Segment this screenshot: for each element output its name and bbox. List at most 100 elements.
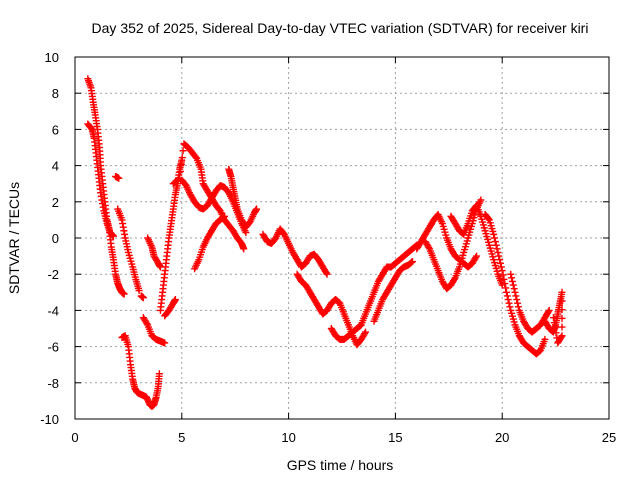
series-sat-u (447, 201, 506, 289)
series-sat-m (191, 212, 229, 273)
data-point (553, 334, 561, 342)
data-point (500, 275, 508, 283)
series-sat-o (259, 225, 331, 278)
data-point (552, 329, 560, 337)
series-sat-r (370, 258, 416, 325)
data-point (506, 303, 514, 311)
data-point (558, 323, 566, 331)
data-point (502, 288, 510, 296)
x-tick-label: 15 (388, 430, 402, 445)
series-sat-f (137, 292, 147, 302)
data-point (511, 288, 519, 296)
data-point (509, 281, 517, 289)
series-sat-c (112, 172, 123, 182)
data-point (503, 292, 511, 300)
data-point (496, 259, 504, 267)
series-sat-b (84, 120, 117, 240)
data-point (174, 175, 182, 183)
data-point (408, 258, 416, 266)
data-point (551, 324, 559, 332)
data-point (499, 271, 507, 279)
data-point (120, 290, 128, 298)
data-point (541, 335, 549, 343)
series-sat-p (293, 270, 369, 349)
data-point (143, 319, 151, 327)
data-point (361, 328, 369, 336)
data-point (501, 280, 509, 288)
y-tick-label: -4 (47, 303, 59, 318)
data-point (361, 330, 369, 338)
data-point (545, 306, 553, 314)
y-tick-label: -2 (47, 267, 59, 282)
x-axis-label: GPS time / hours (287, 457, 394, 473)
y-tick-label: 0 (52, 231, 59, 246)
data-point (472, 254, 480, 262)
data-point (155, 370, 163, 378)
series-sat-h (144, 234, 164, 271)
data-point (507, 270, 515, 278)
y-tick-label: 4 (52, 159, 59, 174)
y-tick-label: -6 (47, 340, 59, 355)
data-point (510, 285, 518, 293)
data-point (558, 314, 566, 322)
data-point (109, 232, 117, 240)
data-point (221, 212, 229, 220)
series-sat-q (327, 241, 421, 343)
data-point (504, 296, 512, 304)
series-sat-w (507, 270, 553, 336)
x-tick-label: 5 (178, 430, 185, 445)
data-point (508, 274, 516, 282)
x-tick-label: 0 (71, 430, 78, 445)
data-point (322, 269, 330, 277)
data-point (493, 245, 501, 253)
data-point (491, 234, 499, 242)
data-point (508, 277, 516, 285)
data-point (555, 338, 563, 346)
series-sat-n (225, 165, 261, 231)
data-point (490, 230, 498, 238)
data-point (177, 161, 185, 169)
data-point (512, 292, 520, 300)
data-point (240, 245, 248, 253)
data-point (502, 284, 510, 292)
data-point (473, 252, 481, 260)
data-point (139, 294, 147, 302)
data-point (450, 275, 458, 283)
y-tick-label: -8 (47, 376, 59, 391)
y-tick-label: 10 (45, 50, 59, 65)
data-point (477, 196, 485, 204)
data-point (558, 306, 566, 314)
data-point (514, 303, 522, 311)
data-point (177, 167, 185, 175)
series-sat-a (84, 75, 128, 298)
y-tick-label: 8 (52, 86, 59, 101)
data-point (408, 258, 416, 266)
series-sat-d (114, 205, 143, 294)
series-sat-v (481, 210, 549, 358)
plot-frame (74, 56, 610, 420)
data-point (513, 296, 521, 304)
data-point (514, 299, 522, 307)
data-point (496, 256, 504, 264)
data-point (550, 319, 558, 327)
data-point (494, 248, 502, 256)
data-point (544, 308, 552, 316)
data-point (554, 339, 562, 347)
data-point (491, 238, 499, 246)
data-point (323, 270, 331, 278)
data-point (558, 297, 566, 305)
x-tick-label: 20 (495, 430, 509, 445)
data-point (161, 339, 169, 347)
chart-title: Day 352 of 2025, Sidereal Day-to-day VTE… (92, 20, 589, 36)
data-point (505, 299, 513, 307)
x-tick-label: 10 (281, 430, 295, 445)
data-point (485, 215, 493, 223)
grid-lines (75, 57, 609, 419)
data-point (498, 267, 506, 275)
data-point (115, 174, 123, 182)
axis-ticks: 0 5 10 15 20 25 -10 -8 -6 -4 -2 0 2 4 6 8 10 (40, 50, 616, 445)
y-tick-label: -10 (40, 412, 59, 427)
series-sat-j (161, 296, 179, 320)
y-axis-label: SDTVAR / TECUs (6, 182, 22, 294)
